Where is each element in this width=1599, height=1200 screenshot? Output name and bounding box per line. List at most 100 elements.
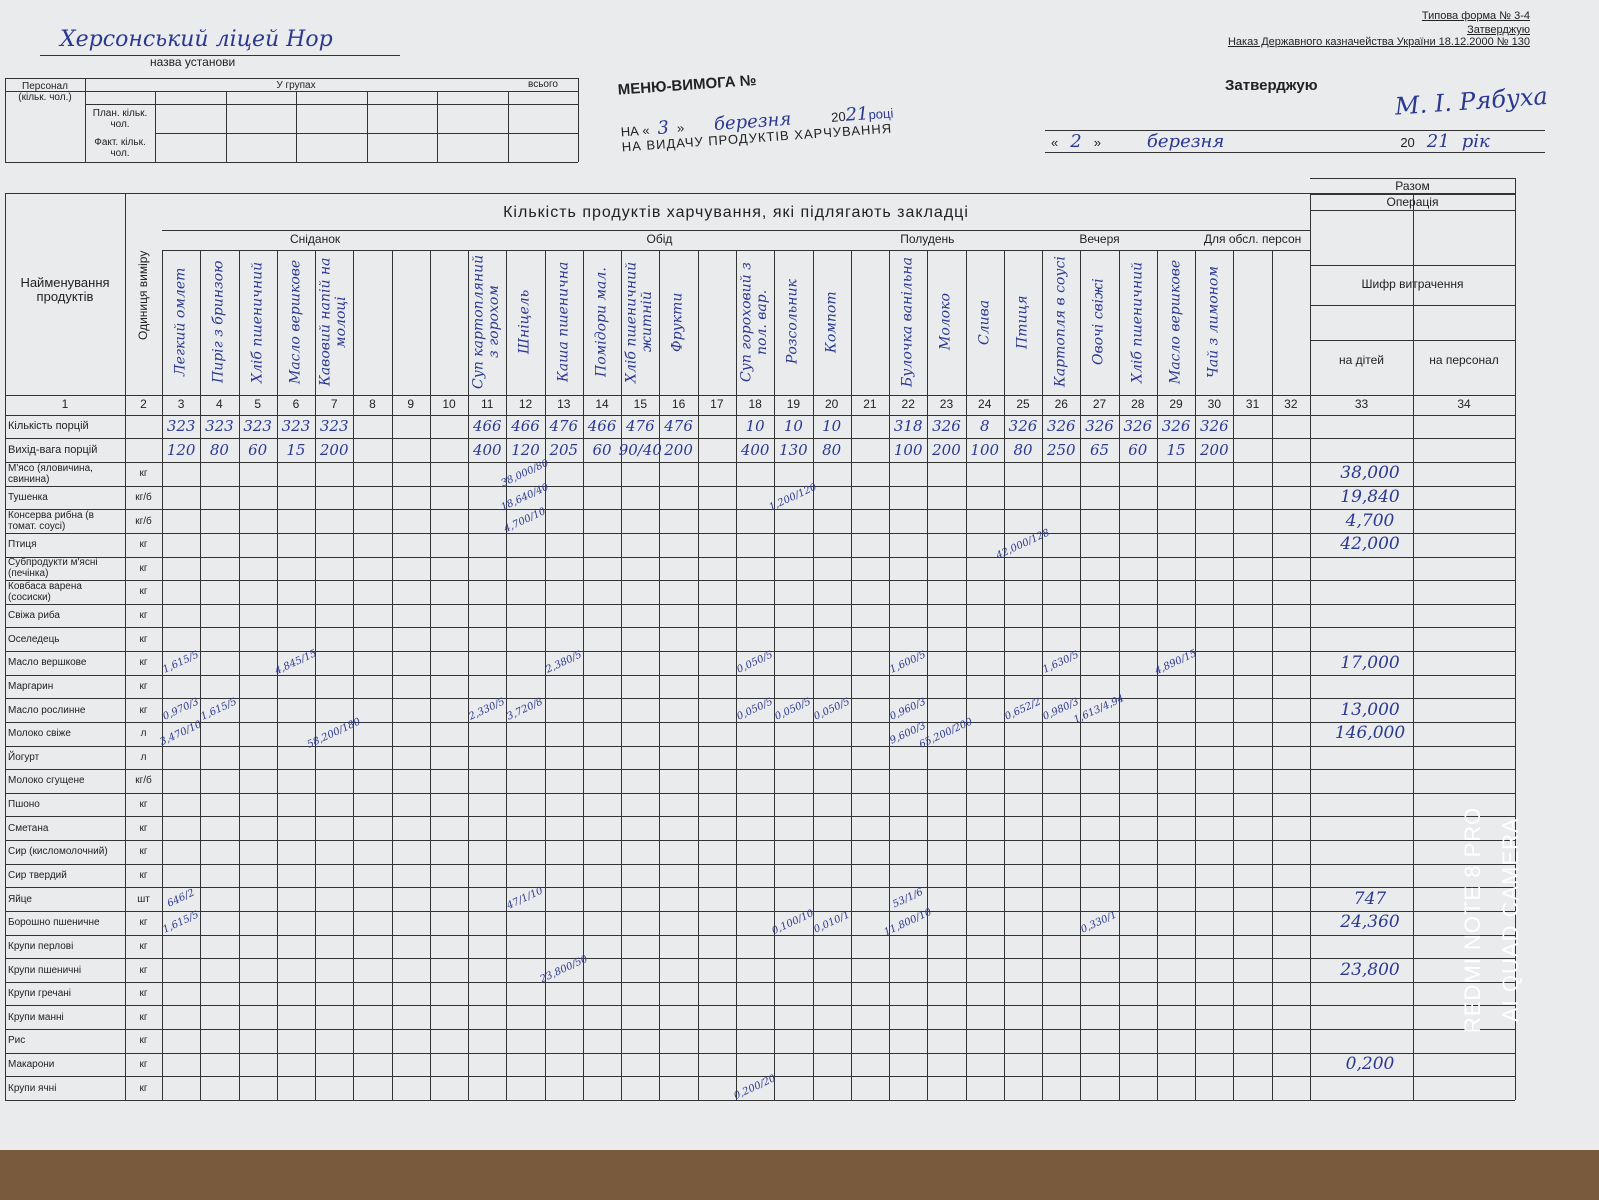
product-total: 17,000 <box>1340 652 1400 673</box>
portion: 318 <box>893 417 923 436</box>
approved-note: Затверджую <box>1467 24 1530 36</box>
portions-label: Кількість порцій <box>8 420 89 433</box>
product-unit: кг <box>139 1035 148 1047</box>
for-children: на дітей <box>1338 353 1385 368</box>
rule <box>5 934 1515 936</box>
column-number: 12 <box>518 397 533 412</box>
weight: 15 <box>1166 440 1186 459</box>
product-name: Субпродукти м'ясні (печінка) <box>8 557 98 580</box>
meal-label: Для обсл. персон <box>1203 232 1302 247</box>
rule <box>5 698 1515 700</box>
dish: Овочі свіжі <box>1090 278 1107 366</box>
rule <box>5 769 1515 771</box>
product-name: Птиця <box>8 539 37 551</box>
portion: 466 <box>587 417 617 436</box>
rule <box>162 230 1310 231</box>
product-name: Крупи перлові <box>8 940 74 952</box>
rule <box>1310 340 1515 341</box>
dish: Суп гороховий з пол. вар. <box>738 262 771 382</box>
meal-label: Сніданок <box>289 232 341 247</box>
rule <box>5 863 1515 865</box>
dish: Хліб пшеничний <box>1129 261 1146 383</box>
dish: Булочка ванільна <box>899 257 916 387</box>
rule <box>5 745 1515 747</box>
weight: 80 <box>1013 440 1033 459</box>
rule <box>5 1029 1515 1031</box>
rule <box>5 193 1515 194</box>
dish: Птиця <box>1014 295 1031 349</box>
rule <box>5 627 1515 629</box>
year-suffix: рік <box>1461 131 1490 152</box>
weight: 130 <box>779 440 808 459</box>
product-total: 747 <box>1353 888 1387 909</box>
weight: 90/40 <box>618 440 662 459</box>
product-total: 23,800 <box>1340 959 1400 980</box>
column-number: 31 <box>1245 397 1260 412</box>
portion: 326 <box>932 417 961 436</box>
product-total: 0,200 <box>1345 1054 1395 1075</box>
column-number: 27 <box>1092 397 1107 412</box>
product-unit: кг <box>139 680 148 692</box>
rule <box>1195 250 1310 251</box>
portion: 326 <box>1200 417 1229 436</box>
product-name: Крупи манні <box>8 1011 64 1023</box>
date-prefix: НА « <box>620 122 651 140</box>
institution-caption: назва установи <box>150 55 236 69</box>
product-name: Рис <box>8 1035 26 1047</box>
year-prefix: 20 <box>1400 135 1415 150</box>
rule <box>1045 152 1545 153</box>
weight: 120 <box>166 440 196 459</box>
portion: 323 <box>205 417 234 436</box>
portion: 8 <box>979 417 990 436</box>
rule <box>5 721 1515 723</box>
rule <box>366 91 368 162</box>
product-total: 146,000 <box>1334 723 1406 744</box>
meal-label: Обід <box>646 232 673 247</box>
product-total: 38,000 <box>1340 463 1400 484</box>
product-unit: кг <box>139 870 148 882</box>
for-staff: на персонал <box>1429 353 1499 368</box>
product-unit: кг <box>139 633 148 645</box>
product-name: Сметана <box>8 822 49 834</box>
column-number: 25 <box>1016 397 1030 412</box>
column-number: 11 <box>481 397 494 412</box>
rule <box>5 910 1515 912</box>
rule <box>5 603 1515 605</box>
product-unit: кг <box>139 917 148 929</box>
rule <box>5 78 6 162</box>
rule <box>5 485 1515 487</box>
column-number: 1 <box>61 397 69 412</box>
product-unit: кг <box>139 846 148 858</box>
rule <box>85 104 578 105</box>
product-name: Крупи пшеничні <box>8 964 82 976</box>
dish: Помідори мал. <box>593 267 610 377</box>
portion: 476 <box>549 417 579 436</box>
weight-label: Вихід-вага порцій <box>8 443 98 456</box>
weight: 400 <box>740 440 770 459</box>
product-name: Яйце <box>8 893 32 905</box>
column-number: 19 <box>786 397 801 412</box>
product-name: Масло вершкове <box>8 657 87 669</box>
portion: 476 <box>664 417 693 436</box>
portion: 326 <box>1046 417 1076 436</box>
column-number: 17 <box>710 397 724 412</box>
rule <box>5 792 1515 794</box>
dish: Молоко <box>937 293 954 351</box>
rule <box>5 162 578 163</box>
rule <box>507 91 509 162</box>
product-name: Крупи гречані <box>8 988 72 1000</box>
dish: Масло вершкове <box>1167 259 1184 385</box>
product-unit: кг <box>139 822 148 834</box>
portion: 466 <box>472 417 502 436</box>
product-unit: кг <box>139 586 148 598</box>
dish: Чай з лимоном <box>1205 266 1222 378</box>
rule <box>1310 305 1515 306</box>
portion: 323 <box>166 417 196 436</box>
dish: Масло вершкове <box>287 259 304 385</box>
product-name: Сир твердий <box>8 870 67 882</box>
rule <box>1310 178 1515 179</box>
weight: 200 <box>664 440 693 459</box>
column-number: 22 <box>901 397 915 412</box>
rule <box>5 580 1515 582</box>
rule <box>1515 178 1516 1100</box>
